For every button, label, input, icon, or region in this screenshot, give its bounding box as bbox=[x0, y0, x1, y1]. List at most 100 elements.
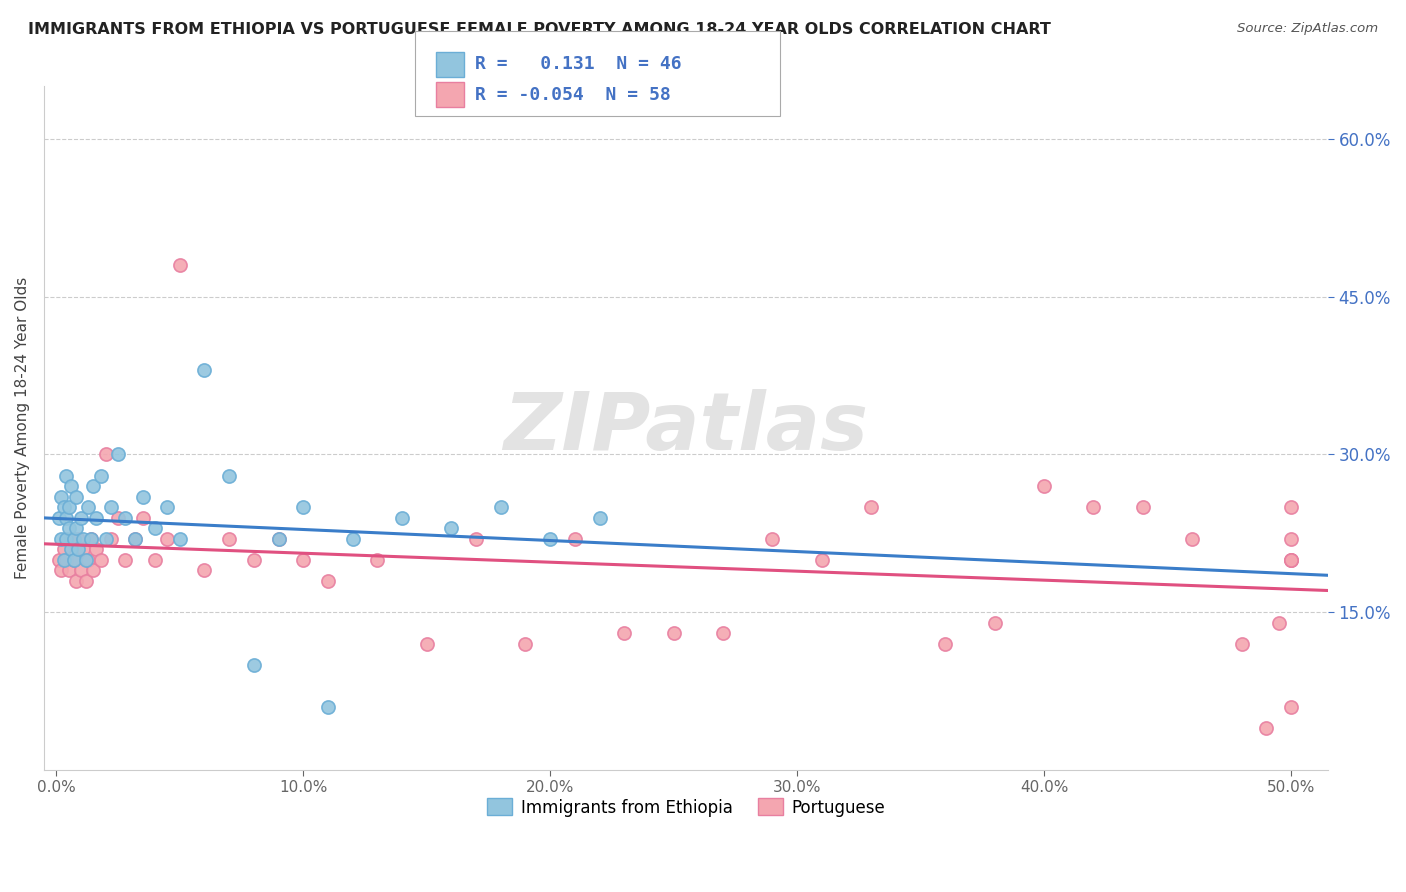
Point bbox=[55, 532, 77, 546]
Point bbox=[67, 532, 90, 546]
Point bbox=[1279, 500, 1302, 514]
Point bbox=[51, 563, 73, 577]
Point bbox=[60, 532, 83, 546]
Point bbox=[1267, 615, 1289, 630]
Point bbox=[465, 532, 488, 546]
Point bbox=[292, 500, 315, 514]
Point bbox=[90, 552, 112, 566]
Point bbox=[124, 532, 146, 546]
Point bbox=[100, 500, 122, 514]
Point bbox=[218, 468, 240, 483]
Point bbox=[100, 532, 122, 546]
Point bbox=[52, 552, 75, 566]
Point bbox=[82, 479, 104, 493]
Point bbox=[51, 532, 73, 546]
Point bbox=[316, 574, 339, 588]
Point bbox=[55, 468, 77, 483]
Point bbox=[77, 552, 100, 566]
Point bbox=[65, 490, 87, 504]
Point bbox=[84, 510, 107, 524]
Point bbox=[62, 552, 84, 566]
Point bbox=[662, 626, 685, 640]
Point bbox=[156, 532, 179, 546]
Point bbox=[1230, 637, 1253, 651]
Point bbox=[77, 500, 100, 514]
Point bbox=[1279, 552, 1302, 566]
Point bbox=[75, 574, 97, 588]
Point bbox=[588, 510, 610, 524]
Point bbox=[292, 552, 315, 566]
Point bbox=[1181, 532, 1204, 546]
Point bbox=[761, 532, 783, 546]
Point bbox=[51, 490, 73, 504]
Point bbox=[58, 521, 80, 535]
Point bbox=[70, 563, 93, 577]
Point bbox=[107, 447, 129, 461]
Point bbox=[72, 532, 94, 546]
Point bbox=[169, 258, 191, 272]
Point bbox=[218, 532, 240, 546]
Point bbox=[613, 626, 636, 640]
Point bbox=[267, 532, 290, 546]
Point bbox=[1279, 532, 1302, 546]
Point bbox=[65, 574, 87, 588]
Point bbox=[58, 563, 80, 577]
Point bbox=[1256, 721, 1278, 735]
Point bbox=[143, 552, 166, 566]
Point bbox=[564, 532, 586, 546]
Point bbox=[1279, 552, 1302, 566]
Point bbox=[48, 552, 70, 566]
Point bbox=[1083, 500, 1105, 514]
Point bbox=[114, 552, 136, 566]
Point bbox=[70, 510, 93, 524]
Point bbox=[107, 510, 129, 524]
Point bbox=[193, 563, 215, 577]
Point bbox=[934, 637, 956, 651]
Point bbox=[84, 542, 107, 557]
Point bbox=[52, 542, 75, 557]
Point bbox=[711, 626, 734, 640]
Point bbox=[538, 532, 561, 546]
Point bbox=[983, 615, 1005, 630]
Point bbox=[342, 532, 364, 546]
Point bbox=[131, 510, 153, 524]
Point bbox=[391, 510, 413, 524]
Point bbox=[94, 532, 117, 546]
Y-axis label: Female Poverty Among 18-24 Year Olds: Female Poverty Among 18-24 Year Olds bbox=[15, 277, 30, 579]
Point bbox=[860, 500, 883, 514]
Legend: Immigrants from Ethiopia, Portuguese: Immigrants from Ethiopia, Portuguese bbox=[481, 792, 891, 823]
Text: ZIPatlas: ZIPatlas bbox=[503, 389, 869, 467]
Point bbox=[316, 699, 339, 714]
Point bbox=[366, 552, 388, 566]
Point bbox=[143, 521, 166, 535]
Point bbox=[124, 532, 146, 546]
Point bbox=[82, 563, 104, 577]
Point bbox=[489, 500, 512, 514]
Point bbox=[193, 363, 215, 377]
Point bbox=[415, 637, 437, 651]
Point bbox=[80, 532, 103, 546]
Point bbox=[169, 532, 191, 546]
Point bbox=[1279, 552, 1302, 566]
Point bbox=[48, 510, 70, 524]
Point bbox=[80, 532, 103, 546]
Point bbox=[60, 479, 83, 493]
Point bbox=[55, 552, 77, 566]
Point bbox=[243, 552, 266, 566]
Point bbox=[156, 500, 179, 514]
Point bbox=[62, 532, 84, 546]
Point bbox=[811, 552, 834, 566]
Point bbox=[515, 637, 537, 651]
Point bbox=[65, 521, 87, 535]
Point bbox=[90, 468, 112, 483]
Point bbox=[1279, 699, 1302, 714]
Point bbox=[267, 532, 290, 546]
Point bbox=[131, 490, 153, 504]
Point bbox=[55, 510, 77, 524]
Point bbox=[58, 500, 80, 514]
Point bbox=[243, 657, 266, 672]
Point bbox=[62, 552, 84, 566]
Point bbox=[67, 542, 90, 557]
Text: IMMIGRANTS FROM ETHIOPIA VS PORTUGUESE FEMALE POVERTY AMONG 18-24 YEAR OLDS CORR: IMMIGRANTS FROM ETHIOPIA VS PORTUGUESE F… bbox=[28, 22, 1052, 37]
Point bbox=[440, 521, 463, 535]
